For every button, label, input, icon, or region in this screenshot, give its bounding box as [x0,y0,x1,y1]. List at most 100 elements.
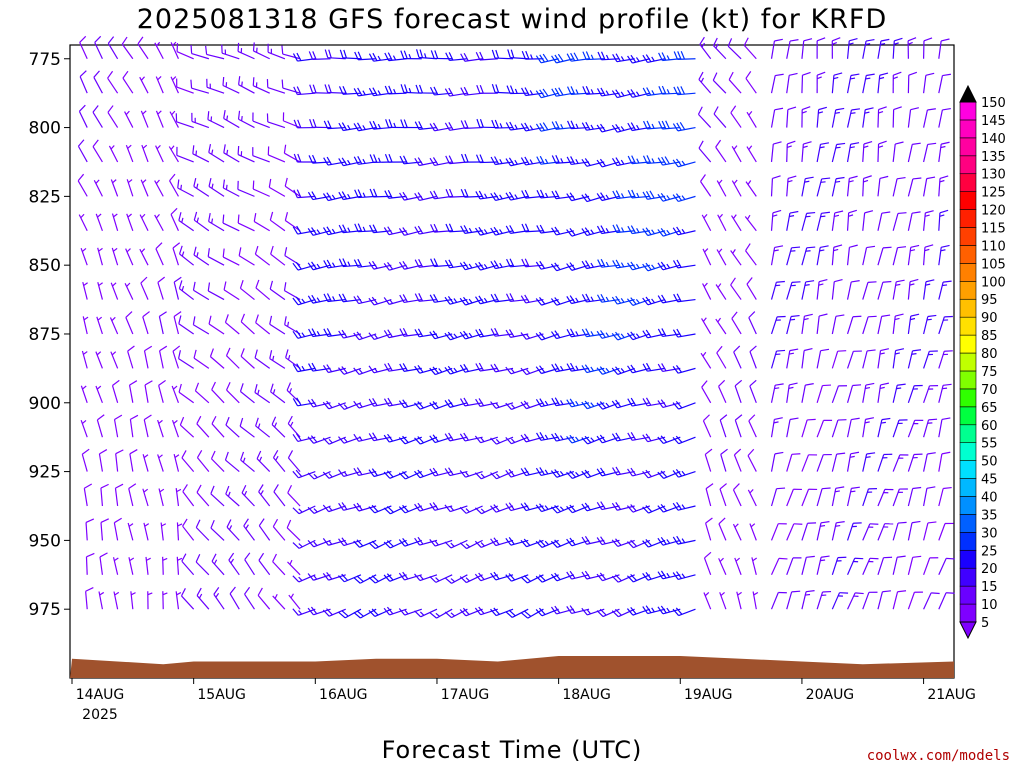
barb-half-feather [129,557,135,562]
wind-barb [459,432,483,442]
wind-barb [162,556,168,575]
barb-feather [179,416,185,426]
barb-feather [114,517,122,524]
wind-barb [672,401,696,410]
barb-half-feather [590,296,594,302]
wind-barb [182,484,195,507]
barb-feather [787,140,796,145]
wind-barb [907,555,922,575]
wind-barb [521,50,544,60]
wind-barb [816,419,833,438]
barb-feather [287,415,293,424]
barb-staff [892,522,899,541]
barb-staff [226,355,240,369]
barb-staff [734,419,742,438]
wind-barb [178,315,194,335]
barb-feather [733,483,740,491]
barb-feather [895,313,904,317]
wind-barb [743,37,757,60]
barb-feather [642,228,649,236]
wind-barb [596,87,620,97]
x-tick-label: 19AUG [684,687,733,703]
barb-staff [272,561,286,576]
barb-staff [862,178,865,197]
barb-feather [372,120,378,130]
wind-barb [430,258,453,268]
barb-feather [256,450,262,459]
wind-barb [322,471,346,479]
barb-feather [297,119,302,128]
barb-feather [339,49,344,59]
barb-feather [611,575,619,583]
barb-feather [476,85,481,94]
barb-feather [127,345,135,352]
barb-staff [79,76,88,94]
barb-feather [679,121,686,130]
wind-barb [252,147,270,163]
barb-feather [297,153,302,163]
wind-barb [816,278,828,300]
barb-staff [743,44,757,60]
barb-half-feather [147,592,153,596]
colorbar-bin [959,567,977,587]
barb-feather [677,51,682,60]
barb-feather [569,192,576,201]
wind-barb [596,536,620,546]
wind-barb [505,191,529,201]
barb-feather [719,414,728,421]
barb-feather [645,571,652,580]
barb-half-feather [156,41,161,47]
barb-half-feather [560,124,564,129]
barb-feather [645,262,652,271]
barb-feather [675,365,683,373]
barb-feather [237,214,240,224]
wind-barb [338,366,362,375]
wind-barb [444,259,468,269]
barb-feather [208,143,212,153]
colorbar-label: 100 [981,275,1006,290]
barb-half-feather [772,214,778,217]
wind-barb [922,176,936,197]
wind-barb [459,505,483,514]
wind-barb [923,350,938,369]
barb-staff [222,222,240,232]
barb-feather [805,280,815,283]
barb-half-feather [529,159,534,165]
barb-staff [255,322,271,335]
wind-barb [491,119,514,129]
barb-feather [863,140,873,145]
barb-staff [770,143,774,163]
barb-staff [282,53,301,60]
barb-feather [657,363,664,372]
barb-feather [505,293,511,302]
barb-feather [943,486,952,490]
barb-feather [818,106,827,111]
barb-half-feather [377,123,381,129]
barb-feather [660,504,668,512]
colorbar-label: 55 [981,437,998,452]
barb-feather [731,311,738,319]
wind-barb [801,418,816,438]
barb-staff [178,323,194,335]
wind-barb [308,154,331,164]
wind-barb [307,261,331,271]
barb-staff [196,423,210,438]
wind-barb [801,590,815,610]
barb-half-feather [879,76,885,80]
barb-feather [931,592,940,595]
wind-barb [475,154,498,164]
wind-barb [642,505,666,514]
barb-half-feather [834,214,840,217]
wind-barb [801,555,815,575]
barb-feather [521,223,526,233]
barb-half-feather [544,434,549,440]
barb-feather [538,607,546,615]
barb-half-feather [242,457,246,463]
barb-feather [448,259,454,268]
wind-barb [892,383,906,403]
wind-barb [239,417,255,438]
wind-barb [715,317,727,335]
wind-barb [846,142,860,163]
barb-half-feather [666,607,671,613]
barb-feather [478,190,484,199]
